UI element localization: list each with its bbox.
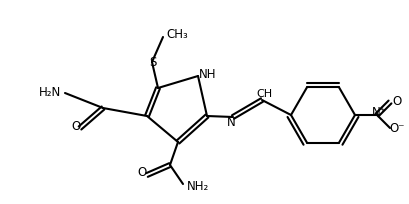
- Text: NH₂: NH₂: [187, 181, 209, 194]
- Text: O: O: [71, 120, 81, 133]
- Text: N⁺: N⁺: [371, 106, 386, 120]
- Text: O⁻: O⁻: [388, 122, 404, 134]
- Text: NH: NH: [199, 69, 216, 82]
- Text: N: N: [226, 116, 235, 130]
- Text: S: S: [149, 55, 156, 69]
- Text: O: O: [391, 95, 401, 109]
- Text: CH₃: CH₃: [166, 29, 187, 41]
- Text: H₂N: H₂N: [39, 86, 61, 100]
- Text: O: O: [137, 166, 146, 180]
- Text: CH: CH: [255, 89, 272, 99]
